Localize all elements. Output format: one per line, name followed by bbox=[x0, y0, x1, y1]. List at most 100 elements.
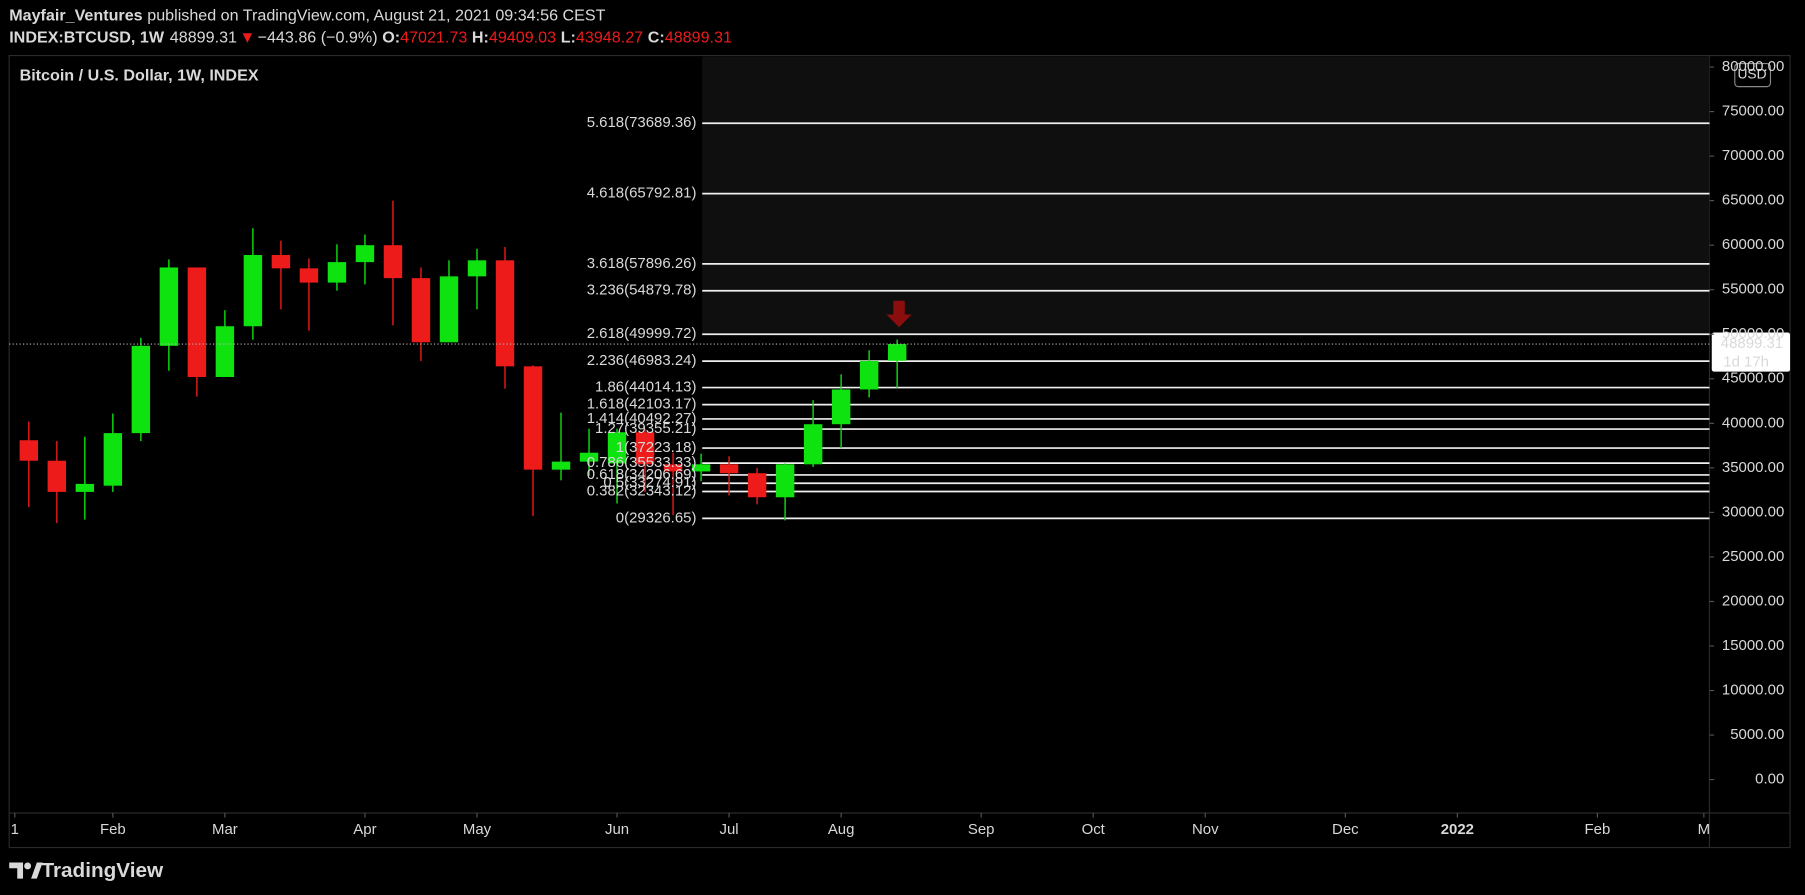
fib-label: 3.618(57896.26) bbox=[587, 255, 697, 272]
last-price: 48899.31 bbox=[170, 29, 237, 47]
candle-body bbox=[187, 267, 207, 378]
x-tick-label: Aug bbox=[828, 821, 855, 838]
y-tick-label: 10000.00 bbox=[1722, 681, 1784, 698]
brand: TradingView bbox=[41, 859, 164, 882]
candle-body bbox=[859, 360, 879, 390]
x-tick-label: Apr bbox=[353, 821, 376, 838]
price-box-label: 48899.31 bbox=[1721, 335, 1783, 352]
candle-body bbox=[159, 267, 179, 346]
fib-label: 1.27(39355.21) bbox=[595, 420, 696, 437]
currency-box bbox=[1734, 63, 1772, 88]
ohlc-prefix: O: bbox=[382, 29, 400, 47]
candle-body bbox=[215, 326, 235, 378]
candle-body bbox=[75, 483, 95, 492]
y-tick-label: 15000.00 bbox=[1722, 637, 1784, 654]
candle-body bbox=[831, 389, 851, 425]
candle-body bbox=[663, 464, 683, 472]
x-tick-label: Dec bbox=[1332, 821, 1359, 838]
y-tick-label: 80000.00 bbox=[1722, 58, 1784, 75]
fib-label: 2.236(46983.24) bbox=[587, 352, 697, 369]
y-tick-label: 50000.00 bbox=[1722, 325, 1784, 342]
y-tick-label: 70000.00 bbox=[1722, 147, 1784, 164]
y-tick-label: 40000.00 bbox=[1722, 414, 1784, 431]
frame bbox=[8, 54, 1791, 849]
y-tick-label: 60000.00 bbox=[1722, 236, 1784, 253]
fib-label: 3.236(54879.78) bbox=[587, 282, 697, 299]
fib-label: 1.618(42103.17) bbox=[587, 396, 697, 413]
y-tick-label: 65000.00 bbox=[1722, 192, 1784, 209]
x-tick-label: M bbox=[1698, 821, 1710, 838]
candle-body bbox=[719, 464, 739, 474]
x-tick-label: May bbox=[463, 821, 492, 838]
candle-body bbox=[887, 344, 907, 361]
candle-body bbox=[47, 460, 67, 492]
x-tick-label: Mar bbox=[212, 821, 238, 838]
y-tick-label: 45000.00 bbox=[1722, 370, 1784, 387]
header: INDEX:BTCUSD, 1W 48899.31 ▼ −443.86 (−0.9%)… bbox=[9, 29, 732, 47]
currency: USD bbox=[1737, 66, 1766, 82]
chart-title: Bitcoin / U.S. Dollar, 1W, INDEX bbox=[20, 67, 259, 85]
x-tick-label: Jul bbox=[720, 821, 739, 838]
fib-label: 0(29326.65) bbox=[616, 509, 697, 526]
logo-mark bbox=[24, 862, 32, 870]
candle-body bbox=[495, 260, 515, 367]
candle-body bbox=[243, 254, 263, 327]
fib-label: 0.618(34206.69) bbox=[587, 466, 697, 483]
y-tick-label: 0.00 bbox=[1755, 771, 1784, 788]
candle-body bbox=[635, 432, 655, 465]
fib-label: 4.618(65792.81) bbox=[587, 185, 697, 202]
fib-label: 2.618(49999.72) bbox=[587, 325, 697, 342]
logo-mark bbox=[9, 862, 24, 879]
candle-body bbox=[19, 440, 39, 461]
fib-label: 1(37223.18) bbox=[616, 439, 697, 456]
candle-body bbox=[467, 260, 487, 277]
ohlc-value: 49409.03 bbox=[489, 29, 556, 47]
fib-label: 1.414(40492.27) bbox=[587, 410, 697, 427]
x-tick-label: Nov bbox=[1192, 821, 1219, 838]
y-tick-label: 25000.00 bbox=[1722, 548, 1784, 565]
candle-body bbox=[551, 461, 571, 470]
y-tick-label: 55000.00 bbox=[1722, 281, 1784, 298]
ohlc-value: 43948.27 bbox=[576, 29, 643, 47]
countdown: 1d 17h bbox=[1723, 353, 1769, 370]
candle-body bbox=[355, 245, 375, 263]
fib-zone bbox=[702, 56, 1710, 335]
arrow-annotation bbox=[886, 300, 912, 328]
x-tick-label: Feb bbox=[100, 821, 126, 838]
x-tick-label: 2022 bbox=[1441, 821, 1474, 838]
y-tick-label: 5000.00 bbox=[1730, 726, 1784, 743]
candle-body bbox=[411, 278, 431, 343]
fib-label: 0.382(32343.12) bbox=[587, 482, 697, 499]
candle-body bbox=[607, 432, 627, 464]
price-box bbox=[1711, 332, 1791, 372]
logo bbox=[9, 862, 43, 879]
candle-body bbox=[327, 262, 347, 283]
candle-body bbox=[271, 254, 291, 269]
candle-body bbox=[579, 452, 599, 462]
published-info: published on TradingView.com, August 21,… bbox=[147, 7, 605, 25]
change-arrow: ▼ bbox=[239, 29, 255, 47]
y-tick-label: 75000.00 bbox=[1722, 103, 1784, 120]
fib-label: 0.786(35533.33) bbox=[587, 454, 697, 471]
candle-body bbox=[383, 245, 403, 279]
x-tick-label: Jun bbox=[605, 821, 629, 838]
fib-label: 1.86(44014.13) bbox=[595, 379, 696, 396]
fib-label: 5.618(73689.36) bbox=[587, 114, 697, 131]
ohlc-value: 47021.73 bbox=[400, 29, 467, 47]
candle-body bbox=[775, 464, 795, 498]
change: −443.86 (−0.9%) bbox=[258, 29, 378, 47]
ohlc-value: 48899.31 bbox=[665, 29, 732, 47]
symbol: INDEX:BTCUSD, 1W bbox=[9, 29, 165, 47]
candle-body bbox=[103, 433, 123, 486]
y-tick-label: 35000.00 bbox=[1722, 459, 1784, 476]
header: Mayfair_Ventures published on TradingView… bbox=[9, 7, 605, 25]
logo-mark bbox=[31, 862, 43, 879]
candle-body bbox=[691, 464, 711, 472]
fib-label: 0.5(33274.91) bbox=[603, 474, 696, 491]
candle-body bbox=[439, 276, 459, 343]
y-tick-label: 30000.00 bbox=[1722, 503, 1784, 520]
candle-body bbox=[299, 268, 319, 283]
ohlc-prefix: L: bbox=[561, 29, 576, 47]
